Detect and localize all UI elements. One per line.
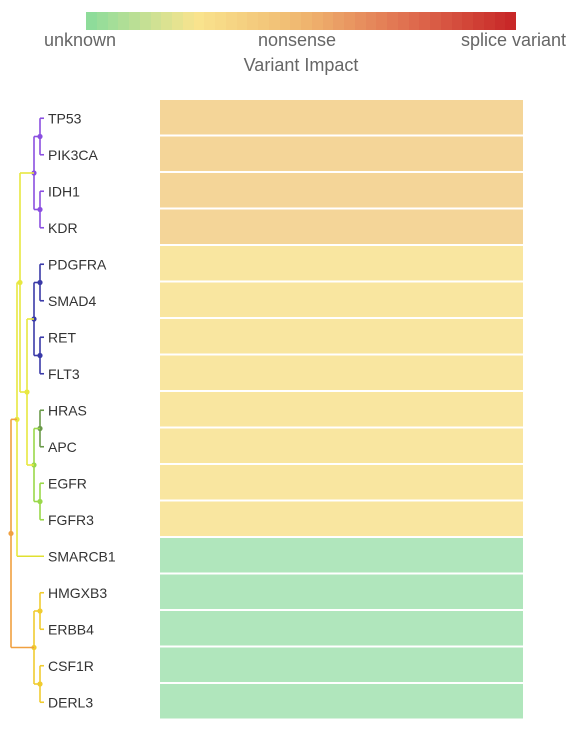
heatmap-cell	[160, 684, 523, 719]
color-scale-segment	[462, 12, 473, 30]
color-scale-segment	[322, 12, 334, 30]
row-label: SMARCB1	[48, 548, 116, 564]
color-scale-segment	[430, 12, 441, 30]
color-scale-segment	[107, 12, 119, 30]
row-label: TP53	[48, 110, 82, 126]
legend-min-label: unknown	[44, 30, 117, 50]
row-label: ERBB4	[48, 621, 94, 637]
heatmap-cell	[160, 647, 523, 682]
row-label: DERL3	[48, 694, 93, 710]
legend-mid-label: nonsense	[258, 30, 337, 50]
legend-max-label: splice variant	[460, 30, 566, 50]
color-scale-segment	[139, 12, 151, 30]
color-scale-segment	[129, 12, 140, 30]
heatmap-cell	[160, 319, 523, 354]
color-scale-segment	[419, 12, 430, 30]
color-scale-segment	[483, 12, 495, 30]
color-scale-segment	[311, 12, 323, 30]
color-scale-segment	[268, 12, 280, 30]
heatmap-cell	[160, 173, 523, 208]
color-scale-segment	[118, 12, 129, 30]
color-scale-segment	[96, 12, 108, 30]
heatmap-cell	[160, 246, 523, 281]
color-scale-segment	[225, 12, 237, 30]
color-scale-segment	[258, 12, 269, 30]
heatmap-cell	[160, 574, 523, 609]
color-scale-segment	[161, 12, 172, 30]
heatmap-cell	[160, 465, 523, 500]
color-scale-segment	[172, 12, 183, 30]
heatmap-cell	[160, 392, 523, 427]
row-label: KDR	[48, 220, 78, 236]
row-label: SMAD4	[48, 293, 96, 309]
heatmap-cell	[160, 611, 523, 646]
color-scale-segment	[204, 12, 215, 30]
heatmap-chart: TP53 PIK3CA IDH1 KDR PDGFRA SMAD4 RET FLT3 HRAS A…	[8, 100, 523, 719]
color-scale-segment	[494, 12, 506, 30]
color-legend: unknown nonsense splice variant Variant …	[0, 0, 576, 90]
legend-title: Variant Impact	[243, 55, 359, 75]
heatmap-cell	[160, 355, 523, 390]
color-scale-segment	[150, 12, 162, 30]
row-label: FLT3	[48, 366, 80, 382]
row-label: HRAS	[48, 402, 87, 418]
color-scale-bar	[86, 12, 516, 30]
color-scale-segment	[236, 12, 248, 30]
color-scale-segment	[387, 12, 398, 30]
heatmap-cell	[160, 136, 523, 171]
heatmap-cell	[160, 428, 523, 463]
color-scale-segment	[365, 12, 377, 30]
color-scale-segment	[397, 12, 409, 30]
color-scale-segment	[86, 12, 97, 30]
color-scale-segment	[215, 12, 226, 30]
row-label: RET	[48, 329, 76, 345]
row-label: PDGFRA	[48, 256, 107, 272]
color-scale-segment	[505, 12, 516, 30]
row-label: EGFR	[48, 475, 87, 491]
color-scale-segment	[301, 12, 312, 30]
color-scale-segment	[376, 12, 387, 30]
color-scale-segment	[333, 12, 344, 30]
color-scale-segment	[440, 12, 452, 30]
heatmap-cell	[160, 282, 523, 317]
heatmap-cell	[160, 538, 523, 573]
color-scale-segment	[473, 12, 484, 30]
row-label: HMGXB3	[48, 585, 107, 601]
heatmap-cell	[160, 501, 523, 536]
color-scale-segment	[193, 12, 205, 30]
color-scale-segment	[182, 12, 194, 30]
dendrogram-node	[8, 530, 14, 537]
row-label: APC	[48, 439, 77, 455]
heatmap-cell	[160, 100, 523, 135]
row-label: CSF1R	[48, 658, 94, 674]
color-scale-segment	[354, 12, 366, 30]
color-scale-segment	[247, 12, 258, 30]
color-scale-segment	[451, 12, 463, 30]
color-scale-segment	[290, 12, 301, 30]
color-scale-segment	[408, 12, 420, 30]
row-label: FGFR3	[48, 512, 94, 528]
row-label: IDH1	[48, 183, 80, 199]
color-scale-segment	[279, 12, 291, 30]
color-scale-segment	[344, 12, 355, 30]
heatmap-cell	[160, 209, 523, 244]
row-label: PIK3CA	[48, 147, 98, 163]
